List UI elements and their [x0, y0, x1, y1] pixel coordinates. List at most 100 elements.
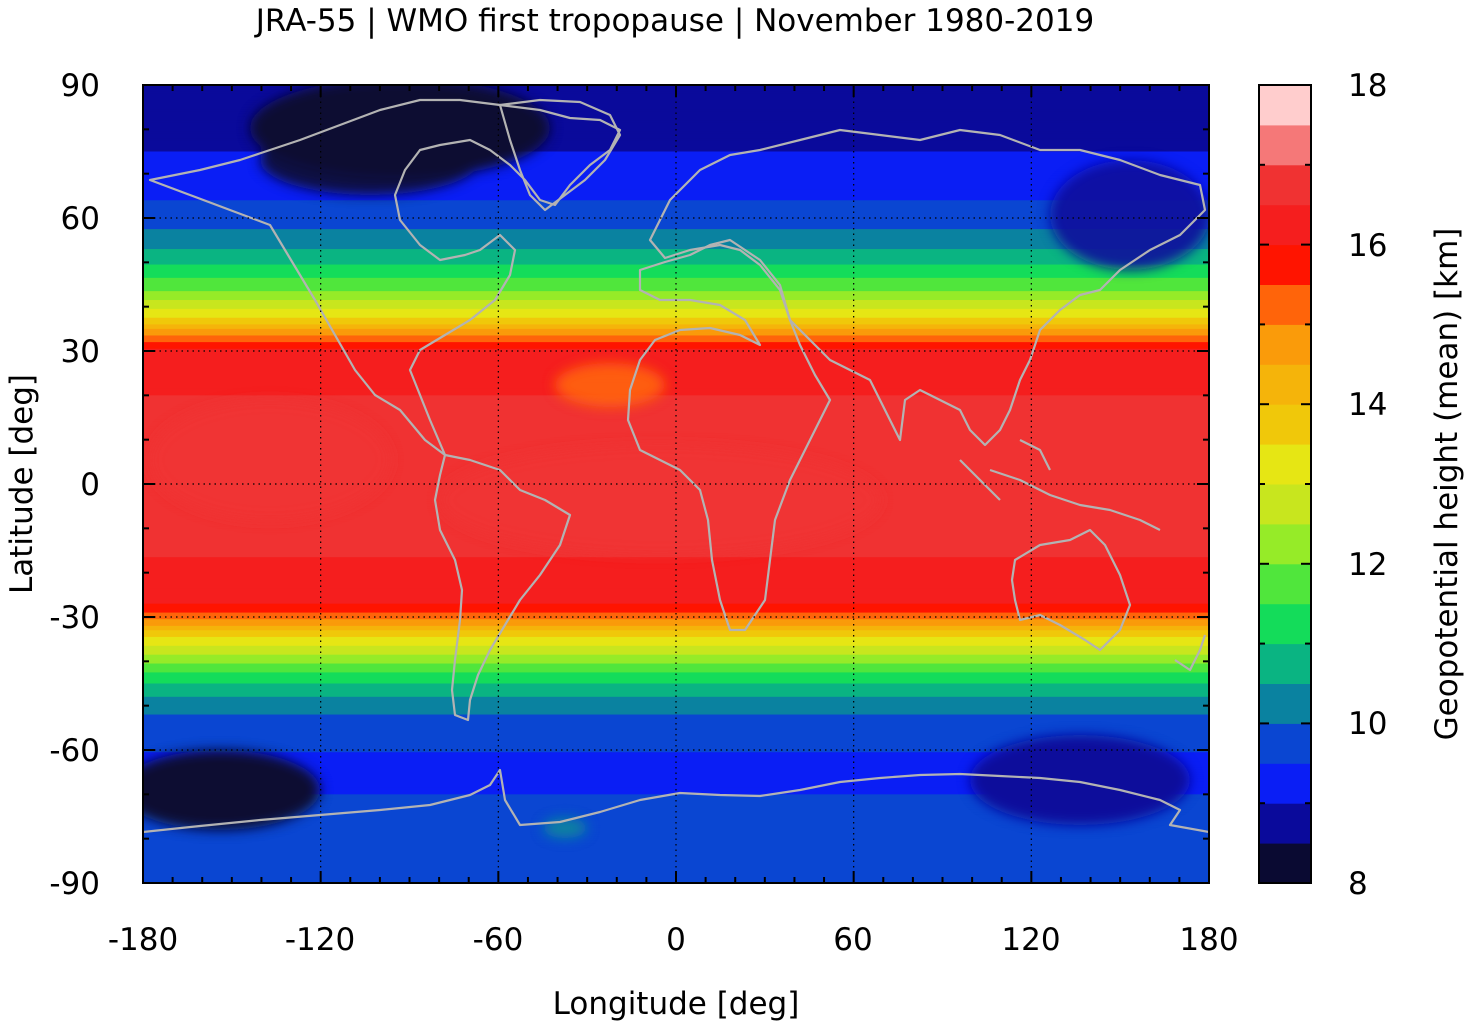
height-band — [143, 692, 1209, 696]
height-band — [143, 164, 1209, 168]
height-band — [143, 388, 1209, 392]
y-tick-label: -30 — [49, 600, 100, 636]
height-band — [143, 725, 1209, 729]
height-band — [143, 116, 1209, 119]
height-band — [143, 173, 1209, 177]
height-band — [143, 328, 1209, 332]
height-band — [143, 306, 1209, 310]
height-band — [143, 406, 1209, 410]
y-tick-label: 60 — [61, 201, 100, 237]
height-band — [143, 758, 1209, 762]
height-band — [143, 767, 1209, 771]
height-band — [143, 107, 1209, 110]
height-band — [143, 670, 1209, 674]
height-band — [143, 849, 1209, 853]
height-band — [143, 752, 1209, 756]
height-band — [143, 415, 1209, 419]
colorbar-level — [1259, 843, 1311, 884]
height-band — [143, 803, 1209, 807]
height-band — [143, 685, 1209, 689]
height-band — [143, 676, 1209, 680]
height-band — [143, 373, 1209, 376]
height-band — [143, 554, 1209, 558]
height-band — [143, 235, 1209, 239]
height-band — [143, 288, 1209, 292]
height-band — [143, 836, 1209, 840]
colorbar-level — [1259, 85, 1311, 126]
height-band — [143, 357, 1209, 361]
atlantic-jet-notch — [555, 363, 665, 407]
height-band — [143, 608, 1209, 611]
height-band — [143, 730, 1209, 733]
y-axis-label: Latitude [deg] — [4, 374, 40, 594]
height-band — [143, 605, 1209, 609]
graticule — [143, 85, 1209, 883]
height-band — [143, 404, 1209, 408]
height-band — [143, 570, 1209, 574]
height-band — [143, 823, 1209, 826]
coastline-australia — [1010, 528, 1132, 652]
height-band — [143, 153, 1209, 157]
height-band — [143, 142, 1209, 146]
height-band — [143, 847, 1209, 851]
height-band — [143, 140, 1209, 144]
height-band — [143, 335, 1209, 339]
x-tick-label: -180 — [108, 922, 178, 958]
height-band — [143, 851, 1209, 855]
height-band — [143, 231, 1209, 235]
south-pacific-minimum — [143, 750, 320, 830]
height-band — [143, 102, 1209, 106]
height-band — [143, 834, 1209, 838]
y-tick-labels: 90 60 30 0 -30 -60 -90 — [49, 68, 100, 902]
height-band — [143, 131, 1209, 135]
colorbar-level — [1259, 563, 1311, 605]
height-band — [143, 765, 1209, 769]
x-tick-labels: -180 -120 -60 0 60 120 180 — [108, 922, 1239, 958]
height-band — [143, 774, 1209, 778]
x-tick-label: 120 — [1001, 922, 1060, 958]
x-axis-label: Longitude [deg] — [553, 986, 800, 1022]
height-band — [143, 426, 1209, 430]
height-band — [143, 617, 1209, 620]
x-tick-label: 0 — [666, 922, 686, 958]
height-band — [143, 322, 1209, 325]
height-band — [143, 654, 1209, 658]
height-band — [143, 384, 1209, 388]
height-band — [143, 433, 1209, 436]
height-band — [143, 814, 1209, 818]
height-band — [143, 721, 1209, 724]
coastline-new-zealand — [1174, 634, 1207, 672]
height-band — [143, 585, 1209, 589]
height-band — [143, 339, 1209, 343]
height-band — [143, 366, 1209, 370]
height-band — [143, 756, 1209, 760]
coastline-eurasia — [648, 128, 1207, 447]
height-band — [143, 648, 1209, 651]
height-band — [143, 745, 1209, 749]
height-band — [143, 147, 1209, 150]
height-band — [143, 218, 1209, 221]
height-band — [143, 273, 1209, 277]
height-band — [143, 652, 1209, 656]
x-tick-label: -60 — [473, 922, 524, 958]
height-band — [143, 184, 1209, 188]
height-band — [143, 213, 1209, 217]
height-band — [143, 390, 1209, 394]
height-band — [143, 574, 1209, 578]
height-band — [143, 743, 1209, 747]
y-tick-label: -60 — [49, 733, 100, 769]
height-band — [143, 291, 1209, 294]
colorbar-level — [1259, 763, 1311, 804]
height-band — [143, 818, 1209, 822]
y-tick-label: -90 — [49, 866, 100, 902]
height-band — [143, 240, 1209, 243]
height-band — [143, 277, 1209, 281]
height-band — [143, 362, 1209, 365]
colorbar-level — [1259, 284, 1311, 325]
height-band — [143, 395, 1209, 399]
height-band — [143, 796, 1209, 800]
height-band — [143, 300, 1209, 303]
arctic-canada-minimum-edge — [260, 125, 480, 195]
height-band — [143, 696, 1209, 700]
